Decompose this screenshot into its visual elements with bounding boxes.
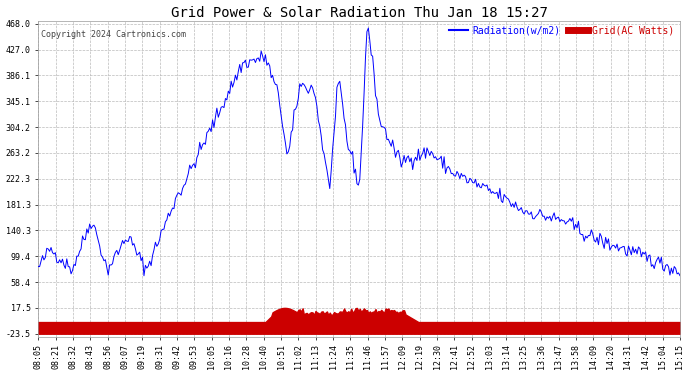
Title: Grid Power & Solar Radiation Thu Jan 18 15:27: Grid Power & Solar Radiation Thu Jan 18 … (170, 6, 547, 20)
Legend: Radiation(w/m2), Grid(AC Watts): Radiation(w/m2), Grid(AC Watts) (449, 26, 674, 36)
Text: Copyright 2024 Cartronics.com: Copyright 2024 Cartronics.com (41, 30, 186, 39)
